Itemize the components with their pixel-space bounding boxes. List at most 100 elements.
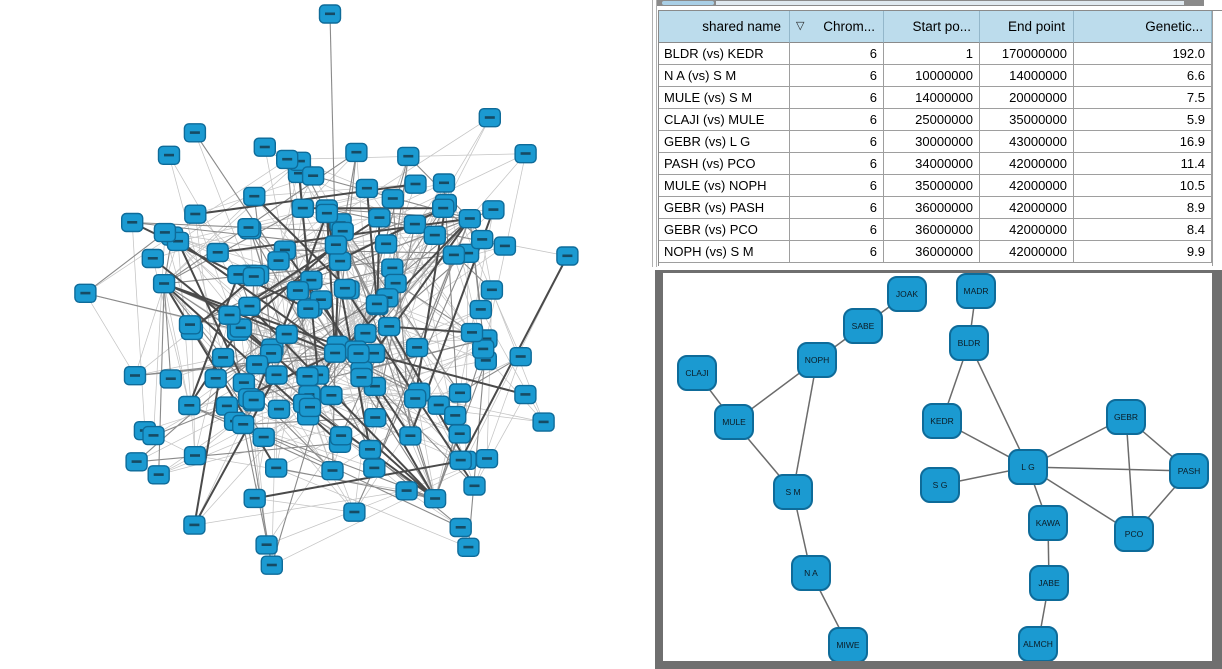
network-node[interactable] — [358, 439, 382, 460]
network-node[interactable] — [183, 446, 207, 466]
network-node[interactable] — [318, 4, 342, 24]
network-node[interactable] — [276, 149, 299, 170]
network-node[interactable] — [237, 217, 260, 238]
network-node[interactable] — [368, 208, 391, 228]
network-node[interactable] — [403, 214, 427, 235]
network-node[interactable] — [218, 305, 241, 325]
network-node[interactable] — [444, 405, 467, 426]
table-row[interactable]: GEBR (vs) L G 6 30000000 43000000 16.9 — [659, 131, 1213, 153]
network-node[interactable] — [482, 200, 505, 220]
dense-network-canvas[interactable] — [0, 0, 652, 669]
network-edge[interactable] — [340, 222, 461, 394]
network-node[interactable] — [509, 347, 532, 367]
network-edge[interactable] — [134, 241, 179, 376]
subnetwork-node-joak[interactable]: JOAK — [887, 276, 927, 312]
network-node[interactable] — [423, 489, 447, 509]
subnetwork-node-l-g[interactable]: L G — [1008, 449, 1048, 485]
network-node[interactable] — [350, 367, 373, 388]
subnetwork-node-mule[interactable]: MULE — [714, 404, 754, 440]
network-node[interactable] — [242, 390, 265, 410]
column-header-shared-name[interactable]: shared name — [659, 11, 790, 43]
subnetwork-node-almch[interactable]: ALMCH — [1018, 626, 1058, 661]
network-node[interactable] — [204, 368, 227, 389]
subnetwork-node-gebr[interactable]: GEBR — [1106, 399, 1146, 435]
network-node[interactable] — [323, 343, 347, 363]
subnetwork-node-kawa[interactable]: KAWA — [1028, 505, 1068, 541]
subnetwork-edge[interactable] — [968, 342, 1029, 468]
network-node[interactable] — [458, 208, 481, 229]
subnetwork-canvas[interactable]: JOAK MADR SABE BLDR NOPH CLAJI GEBR KEDR MULE L G… — [663, 273, 1212, 661]
network-node[interactable] — [329, 426, 353, 446]
network-node[interactable] — [296, 366, 319, 387]
scrollbar-track-fragment[interactable] — [716, 1, 1184, 5]
network-edge[interactable] — [163, 161, 301, 284]
subnetwork-node-miwe[interactable]: MIWE — [828, 627, 868, 661]
network-node[interactable] — [142, 425, 165, 446]
network-node[interactable] — [427, 395, 450, 415]
network-node[interactable] — [297, 299, 320, 319]
network-node[interactable] — [178, 315, 202, 335]
column-header-start-po[interactable]: Start po... — [884, 11, 980, 43]
network-node[interactable] — [556, 246, 579, 266]
network-node[interactable] — [152, 274, 176, 294]
network-node[interactable] — [432, 198, 455, 219]
network-node[interactable] — [432, 173, 456, 193]
subnetwork-edge[interactable] — [792, 359, 818, 493]
table-row[interactable]: CLAJI (vs) MULE 6 25000000 35000000 5.9 — [659, 109, 1213, 131]
network-node[interactable] — [74, 283, 97, 303]
network-node[interactable] — [345, 142, 368, 163]
network-edge[interactable] — [194, 403, 305, 526]
network-edge[interactable] — [276, 467, 469, 548]
network-node[interactable] — [267, 251, 290, 271]
network-node[interactable] — [267, 399, 291, 419]
network-edge[interactable] — [85, 232, 166, 294]
table-row[interactable]: BLDR (vs) KEDR 6 1 170000000 192.0 — [659, 43, 1213, 65]
network-edge[interactable] — [253, 195, 350, 291]
network-edge[interactable] — [258, 274, 396, 284]
network-node[interactable] — [395, 481, 418, 501]
network-node[interactable] — [343, 502, 366, 522]
column-header-genetic[interactable]: Genetic... — [1074, 11, 1212, 43]
network-node[interactable] — [355, 178, 379, 199]
network-node[interactable] — [157, 145, 181, 166]
network-node[interactable] — [242, 267, 266, 287]
network-edge[interactable] — [222, 357, 436, 500]
network-node[interactable] — [365, 294, 389, 314]
network-edge[interactable] — [163, 196, 255, 284]
network-edge[interactable] — [136, 442, 341, 463]
network-edge[interactable] — [188, 330, 239, 407]
network-edge[interactable] — [254, 183, 416, 197]
network-edge[interactable] — [163, 283, 190, 406]
subnetwork-node-bldr[interactable]: BLDR — [949, 325, 989, 361]
network-node[interactable] — [243, 488, 266, 509]
network-node[interactable] — [321, 461, 344, 481]
scrollbar-thumb-fragment[interactable] — [662, 1, 714, 5]
network-node[interactable] — [178, 395, 201, 416]
network-node[interactable] — [363, 458, 386, 478]
network-node[interactable] — [286, 281, 310, 301]
subnetwork-node-s-m[interactable]: S M — [773, 474, 813, 510]
network-node[interactable] — [399, 426, 422, 446]
network-edge[interactable] — [266, 458, 488, 546]
network-edge[interactable] — [85, 159, 288, 294]
subnetwork-node-pash[interactable]: PASH — [1169, 453, 1209, 489]
network-node[interactable] — [231, 414, 255, 435]
table-scrollbar-track[interactable] — [1212, 11, 1222, 266]
network-node[interactable] — [423, 225, 446, 246]
network-node[interactable] — [291, 198, 314, 219]
network-node[interactable] — [245, 355, 269, 375]
table-row[interactable]: MULE (vs) S M 6 14000000 20000000 7.5 — [659, 87, 1213, 109]
network-edge[interactable] — [163, 282, 336, 355]
network-node[interactable] — [243, 186, 266, 207]
network-node[interactable] — [448, 424, 471, 444]
network-node[interactable] — [255, 535, 278, 555]
network-node[interactable] — [463, 476, 486, 496]
network-edge[interactable] — [177, 160, 301, 242]
table-row[interactable]: PASH (vs) PCO 6 34000000 42000000 11.4 — [659, 153, 1213, 175]
network-node[interactable] — [315, 203, 339, 224]
network-node[interactable] — [472, 339, 495, 359]
network-node[interactable] — [405, 337, 429, 358]
column-header-chrom[interactable]: ▽ Chrom... — [790, 11, 884, 43]
network-edge[interactable] — [228, 315, 273, 566]
network-node[interactable] — [265, 458, 288, 478]
